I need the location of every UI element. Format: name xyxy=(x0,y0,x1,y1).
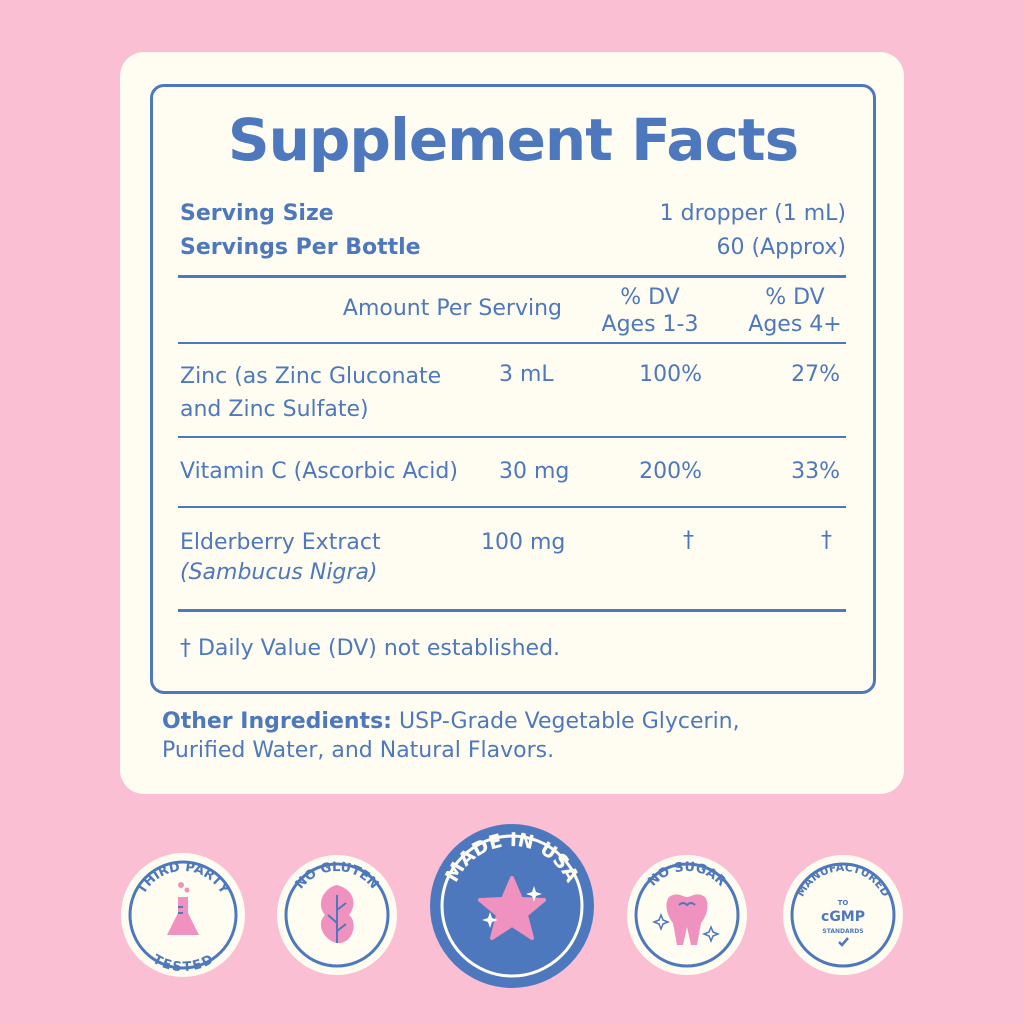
badge-text: TO xyxy=(838,899,849,907)
dv2: † xyxy=(821,528,832,553)
divider xyxy=(178,609,846,612)
dv2: 33% xyxy=(791,459,840,484)
dv2: 27% xyxy=(791,362,840,387)
dv-ages-4-header: % DV Ages 4+ xyxy=(735,284,855,338)
name-line2: and Zinc Sulfate) xyxy=(180,397,369,422)
other-ingredients: Other Ingredients: USP-Grade Vegetable G… xyxy=(162,707,740,765)
flask-icon xyxy=(167,882,199,935)
serving-size-value: 1 dropper (1 mL) xyxy=(659,201,846,226)
facts-card xyxy=(120,52,904,794)
page-title: Supplement Facts xyxy=(227,106,799,174)
divider xyxy=(178,342,846,344)
dv2-line2: Ages 4+ xyxy=(748,312,842,337)
amount: 30 mg xyxy=(499,459,570,484)
amount-header: Amount Per Serving xyxy=(342,296,562,321)
divider xyxy=(178,275,846,278)
divider xyxy=(178,436,846,438)
badge-text: STANDARDS xyxy=(822,928,863,935)
dv1-line2: Ages 1-3 xyxy=(601,312,699,337)
dv2-line1: % DV xyxy=(765,285,825,310)
dv1-line1: % DV xyxy=(620,285,680,310)
check-icon xyxy=(838,937,849,947)
dv1: † xyxy=(683,528,694,553)
nutrient-name: Elderberry Extract (Sambucus Nigra) xyxy=(180,528,381,588)
badge-no-gluten: NO GLUTEN xyxy=(277,855,397,975)
divider xyxy=(178,506,846,508)
nutrient-name: Vitamin C (Ascorbic Acid) xyxy=(180,459,458,484)
servings-per-label: Servings Per Bottle xyxy=(180,235,421,260)
serving-size-label: Serving Size xyxy=(180,201,334,226)
leaf-icon xyxy=(320,885,354,944)
svg-text:TESTED: TESTED xyxy=(150,952,216,975)
badge-cgmp: MANUFACTURED TO cGMP STANDARDS xyxy=(783,855,903,975)
star-icon xyxy=(478,876,546,940)
other-line1: USP-Grade Vegetable Glycerin, xyxy=(391,709,740,734)
servings-per-value: 60 (Approx) xyxy=(716,235,847,260)
other-label: Other Ingredients: xyxy=(162,709,392,734)
other-line2: Purified Water, and Natural Flavors. xyxy=(162,738,555,763)
facts-panel xyxy=(150,84,876,694)
name-line1: Elderberry Extract xyxy=(180,530,381,555)
name-line1: Zinc (as Zinc Gluconate xyxy=(180,364,442,389)
dv1: 100% xyxy=(639,362,702,387)
amount: 3 mL xyxy=(499,362,554,387)
badge-made-in-usa: MADE IN USA xyxy=(430,824,594,988)
tooth-icon xyxy=(651,894,721,945)
footnote: † Daily Value (DV) not established. xyxy=(180,636,561,661)
badge-third-party-tested: THIRD PARTY TESTED xyxy=(121,853,245,977)
nutrient-name: Zinc (as Zinc Gluconate and Zinc Sulfate) xyxy=(180,360,441,426)
badge-text: TESTED xyxy=(150,952,216,975)
dv-ages-1-3-header: % DV Ages 1-3 xyxy=(590,284,710,338)
dv1: 200% xyxy=(639,459,702,484)
name-line2: (Sambucus Nigra) xyxy=(180,560,378,585)
badge-text: cGMP xyxy=(821,909,865,925)
badge-no-sugar: NO SUGAR xyxy=(627,855,747,975)
amount: 100 mg xyxy=(481,530,566,555)
